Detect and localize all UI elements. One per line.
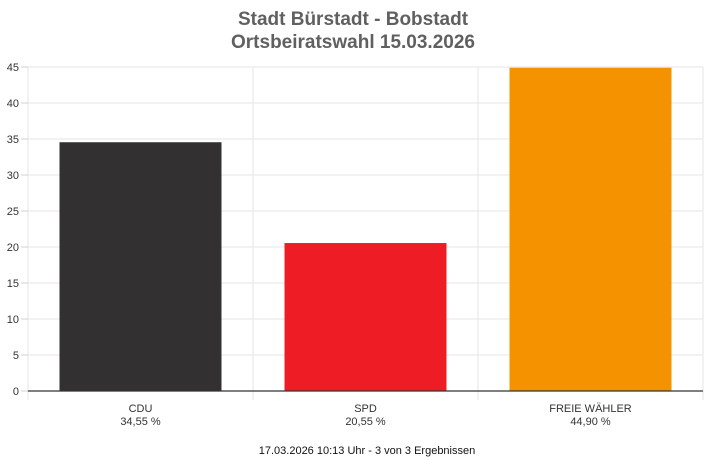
y-tick-label: 35: [7, 134, 19, 146]
y-tick-label: 10: [7, 314, 19, 326]
data-label: 20,55 %: [345, 416, 386, 428]
bar: [509, 67, 672, 391]
chart-title-block: Stadt Bürstadt - Bobstadt Ortsbeiratswah…: [0, 8, 706, 54]
x-tick-label: CDU: [129, 403, 153, 415]
chart-title: Stadt Bürstadt - Bobstadt: [237, 9, 469, 30]
y-tick-label: 0: [13, 386, 19, 398]
chart-subtitle: Ortsbeiratswahl 15.03.2026: [231, 32, 475, 53]
y-tick-label: 30: [7, 170, 19, 182]
x-tick-label: FREIE WÄHLER: [549, 403, 632, 415]
chart-footer: 17.03.2026 10:13 Uhr - 3 von 3 Ergebniss…: [258, 445, 476, 457]
data-label: 44,90 %: [570, 416, 611, 428]
y-tick-label: 40: [7, 98, 19, 110]
y-tick-label: 15: [7, 278, 19, 290]
x-tick-label: SPD: [354, 403, 377, 415]
y-tick-label: 5: [13, 350, 19, 362]
bar: [284, 243, 447, 391]
data-label: 34,55 %: [120, 416, 161, 428]
y-tick-label: 20: [7, 242, 19, 254]
y-tick-label: 45: [7, 62, 19, 74]
y-tick-label: 25: [7, 206, 19, 218]
bar: [59, 142, 222, 391]
